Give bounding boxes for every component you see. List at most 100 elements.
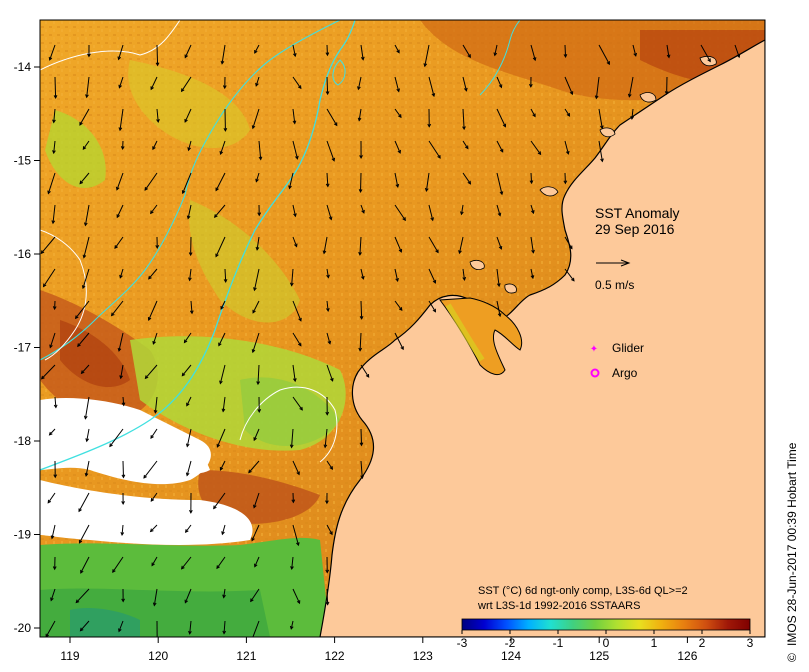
gulf-inlet: [439, 297, 523, 376]
current-vector: [632, 44, 638, 57]
cloud-gap: [170, 440, 210, 474]
current-vector: [496, 140, 504, 153]
current-vector: [119, 364, 124, 380]
current-vector: [292, 332, 302, 347]
current-vector: [530, 140, 542, 156]
current-vector: [189, 300, 194, 315]
current-vector: [598, 108, 604, 130]
current-vector: [360, 268, 365, 280]
current-vector: [290, 556, 294, 571]
y-tick-label: -18: [14, 434, 32, 448]
bathymetry-contour-slope: [40, 20, 341, 361]
current-vector: [151, 556, 158, 567]
current-vector: [118, 76, 124, 89]
colorbar-tick-label: -3: [457, 636, 468, 650]
current-vector: [114, 236, 124, 250]
current-vector: [563, 44, 568, 58]
current-vector: [423, 44, 430, 68]
copyright-icon: ©: [785, 653, 799, 662]
current-vector: [564, 268, 575, 282]
current-vector: [186, 396, 192, 407]
current-vector: [292, 108, 297, 125]
current-vector: [428, 76, 436, 98]
current-vector: [326, 300, 330, 312]
current-vector: [156, 108, 160, 124]
current-vector: [220, 44, 226, 65]
current-vector: [289, 268, 294, 287]
current-vector: [458, 236, 464, 255]
current-vector: [255, 172, 260, 183]
current-vector: [218, 332, 226, 347]
current-vector: [81, 268, 90, 290]
current-vector: [150, 204, 158, 215]
current-vector: [326, 108, 338, 127]
current-vector: [118, 620, 124, 633]
current-vector: [594, 76, 600, 100]
current-vector: [152, 332, 158, 345]
current-vector: [394, 44, 400, 54]
current-vector: [251, 108, 260, 130]
current-vector: [462, 140, 469, 150]
current-vector: [117, 44, 124, 61]
current-vector: [325, 396, 330, 416]
cool-southern-band-core: [70, 608, 140, 637]
current-vector: [564, 76, 574, 96]
scale-vector-label: 0.5 m/s: [595, 278, 634, 292]
current-vector: [257, 204, 262, 217]
current-vector: [85, 76, 90, 99]
current-vector: [289, 428, 294, 449]
current-vector: [187, 140, 192, 152]
current-vector: [325, 492, 329, 505]
current-vector: [112, 556, 124, 574]
island: [639, 92, 657, 103]
x-tick-label: 126: [677, 649, 697, 663]
current-vector: [460, 204, 464, 216]
current-vector: [188, 492, 193, 514]
current-vector: [219, 364, 226, 385]
current-vector: [219, 460, 226, 471]
current-vector: [216, 428, 226, 448]
map-plot-area: [40, 20, 765, 637]
current-vector: [79, 108, 90, 126]
current-vector: [52, 140, 56, 155]
current-vector: [221, 524, 226, 536]
current-vector: [428, 236, 439, 254]
current-vector: [288, 172, 294, 190]
current-vector: [292, 588, 301, 605]
current-vector: [292, 44, 297, 58]
current-vector: [394, 172, 400, 188]
current-vector: [664, 76, 669, 96]
current-vector: [119, 268, 124, 279]
current-vector: [185, 428, 192, 448]
current-vector: [147, 300, 158, 321]
scale-vector: [596, 259, 631, 267]
anomaly-contour-north: [40, 20, 181, 71]
x-tick-label: 120: [148, 649, 168, 663]
current-vector: [181, 172, 192, 195]
x-tick-label: 123: [413, 649, 433, 663]
current-vector: [51, 204, 56, 225]
current-vector: [215, 236, 226, 258]
current-vector-field: [40, 44, 741, 637]
current-vector: [215, 172, 226, 192]
current-vector: [220, 300, 226, 310]
current-vector: [359, 140, 363, 159]
current-vector: [357, 108, 362, 122]
current-vector: [53, 76, 58, 100]
current-vector: [326, 204, 333, 221]
current-vector: [496, 268, 501, 288]
current-vector: [563, 172, 568, 185]
current-vector: [248, 460, 260, 474]
current-vector: [666, 44, 671, 59]
current-vector: [462, 172, 472, 185]
current-vector: [181, 364, 192, 377]
colorbar-caption-line2: wrt L3S-1d 1992-2016 SSTAARS: [477, 600, 640, 612]
current-vector: [117, 332, 124, 352]
current-vector: [219, 140, 226, 156]
argo-label: Argo: [612, 366, 638, 380]
current-vector: [144, 172, 158, 191]
cool-patch-shelf-inner: [240, 377, 340, 447]
current-vector: [120, 524, 125, 537]
current-vector: [462, 268, 467, 281]
current-vector: [213, 492, 226, 510]
